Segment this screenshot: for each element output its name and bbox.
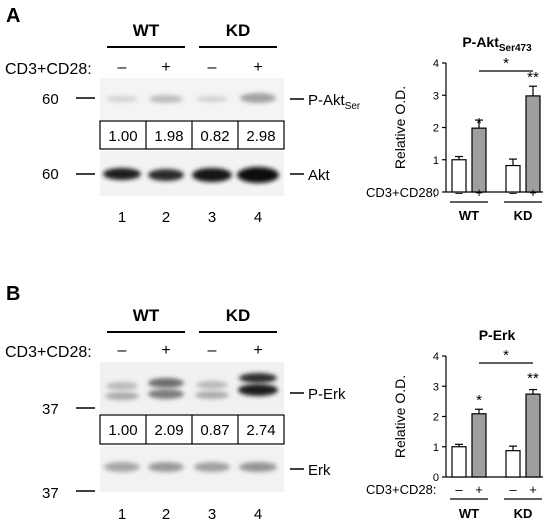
panel-a-quant-2: 1.98 <box>154 128 183 145</box>
chart-p-akt-y-tick-label: 4 <box>433 58 439 70</box>
panel-a-blot-top <box>100 78 284 120</box>
chart-p-akt-y-tick-label: 3 <box>433 90 439 102</box>
panel-b-group-wt: WT <box>133 306 160 325</box>
chart-p-erk-y-tick-label: 1 <box>433 442 439 454</box>
panel-b-quant-1: 1.00 <box>108 422 137 439</box>
panel-a-sign-3: – <box>208 59 217 76</box>
panel-a-quant-3: 0.82 <box>200 128 229 145</box>
panel-a-sign-2: + <box>161 59 170 76</box>
chart-p-akt-x-sign: – <box>509 185 517 200</box>
chart-p-akt-title-sub: Ser473 <box>499 43 532 54</box>
panel-b: B WT KD CD3+CD28: – + – + 37 P-Erk <box>5 283 543 523</box>
panel-b-blot-bottom <box>100 446 284 492</box>
panel-a-lane-4: 4 <box>254 209 262 226</box>
panel-b-lane-2: 2 <box>162 506 170 523</box>
panel-a-quant-table: 1.00 1.98 0.82 2.98 <box>99 120 285 150</box>
panel-b-lane-1: 1 <box>118 506 126 523</box>
chart-p-akt-title-main: P-Akt <box>462 34 499 50</box>
panel-b-group-kd: KD <box>226 306 251 325</box>
chart-p-akt-x-sign: + <box>475 185 483 200</box>
panel-b-quant-3: 0.87 <box>200 422 229 439</box>
panel-a-blot-label-bottom: Akt <box>308 167 331 184</box>
chart-p-akt-title: P-AktSer473 <box>462 34 532 54</box>
panel-b-lane-4: 4 <box>254 506 262 523</box>
chart-p-akt-comparison-star: * <box>503 55 509 72</box>
panel-a-sign-1: – <box>118 59 127 76</box>
chart-p-akt-x-sign: + <box>529 185 537 200</box>
chart-p-erk-comparison-star: * <box>503 347 509 364</box>
panel-b-lane-3: 3 <box>208 506 216 523</box>
panel-a-lane-2: 2 <box>162 209 170 226</box>
chart-p-erk-x-sign: – <box>509 482 517 497</box>
chart-p-erk-category-wt: WT <box>459 506 479 521</box>
chart-p-akt-y-label: Relative O.D. <box>392 86 408 169</box>
panel-a-blot-bottom <box>100 151 284 196</box>
chart-p-erk-title-main: P-Erk <box>479 327 516 343</box>
panel-b-sign-1: – <box>118 342 127 359</box>
chart-p-akt-bar-wt-stim <box>471 127 487 193</box>
chart-p-akt-star: ** <box>527 69 539 86</box>
chart-p-erk-y-tick-label: 2 <box>433 412 439 424</box>
chart-p-akt-bar-wt-unstim <box>451 159 467 193</box>
panel-a-ladder-bottom: 60 <box>42 166 59 183</box>
panel-b-quant-table: 1.00 2.09 0.87 2.74 <box>99 414 285 445</box>
chart-p-akt-y-tick-label: 2 <box>433 123 439 135</box>
panel-a-lane-1: 1 <box>118 209 126 226</box>
chart-p-erk-star: * <box>476 392 482 409</box>
chart-p-erk-title: P-Erk <box>479 327 516 343</box>
panel-a-blot-label-top: P-AktSer <box>308 92 361 112</box>
chart-p-akt-category-wt: WT <box>459 208 479 223</box>
panel-b-sign-4: + <box>253 342 262 359</box>
panel-a-group-wt: WT <box>133 21 160 40</box>
panel-b-ladder-top: 37 <box>42 401 59 418</box>
chart-p-akt-bar-kd-unstim <box>505 164 521 193</box>
chart-p-erk-y-tick-label: 4 <box>433 351 439 363</box>
panel-b-blot-label-bottom: Erk <box>308 462 331 479</box>
panel-b-stim-label: CD3+CD28: <box>5 344 92 361</box>
panel-a-lane-3: 3 <box>208 209 216 226</box>
chart-p-erk-y-tick-label: 3 <box>433 381 439 393</box>
chart-p-erk-star: ** <box>527 370 539 387</box>
panel-b-quant-4: 2.74 <box>246 422 275 439</box>
panel-a-ladder-top: 60 <box>42 91 59 108</box>
chart-p-akt-y-tick-label: 0 <box>433 187 439 199</box>
chart-p-akt-star: * <box>476 115 482 132</box>
chart-p-erk-bar-kd-stim <box>525 393 541 478</box>
chart-p-akt-bar-kd-stim <box>525 95 541 193</box>
panel-a-quant-4: 2.98 <box>246 128 275 145</box>
chart-p-akt-y-tick-label: 1 <box>433 155 439 167</box>
chart-p-erk-y-label: Relative O.D. <box>392 375 408 458</box>
panel-b-sign-3: – <box>208 342 217 359</box>
panel-a-sign-4: + <box>253 59 262 76</box>
chart-p-akt-category-kd: KD <box>514 208 533 223</box>
chart-p-erk-category-kd: KD <box>514 506 533 521</box>
chart-p-erk-x-sign: + <box>529 482 537 497</box>
panel-a: A WT KD CD3+CD28: – + – + 60 P-AktSer 1.… <box>5 5 543 226</box>
chart-p-erk-x-sign: – <box>455 482 463 497</box>
panel-b-ladder-bottom: 37 <box>42 485 59 502</box>
panel-b-sign-2: + <box>161 342 170 359</box>
chart-p-erk-bar-kd-unstim <box>505 450 521 478</box>
chart-p-akt-x-label: CD3+CD28: <box>366 185 436 200</box>
chart-p-erk-x-label: CD3+CD28: <box>366 482 436 497</box>
chart-p-erk-bar-wt-stim <box>471 413 487 478</box>
panel-b-letter: B <box>6 283 20 305</box>
panel-a-group-kd: KD <box>226 21 251 40</box>
panel-a-letter: A <box>6 5 20 27</box>
chart-p-akt-x-sign: – <box>455 185 463 200</box>
panel-b-blot-label-top: P-Erk <box>308 386 346 403</box>
chart-p-erk-bar-wt-unstim <box>451 446 467 478</box>
chart-p-erk-y-tick-label: 0 <box>433 472 439 484</box>
panel-a-quant-1: 1.00 <box>108 128 137 145</box>
chart-p-erk-x-sign: + <box>475 482 483 497</box>
panel-b-blot-top <box>100 362 284 414</box>
panel-a-stim-label: CD3+CD28: <box>5 61 92 78</box>
panel-b-quant-2: 2.09 <box>154 422 183 439</box>
